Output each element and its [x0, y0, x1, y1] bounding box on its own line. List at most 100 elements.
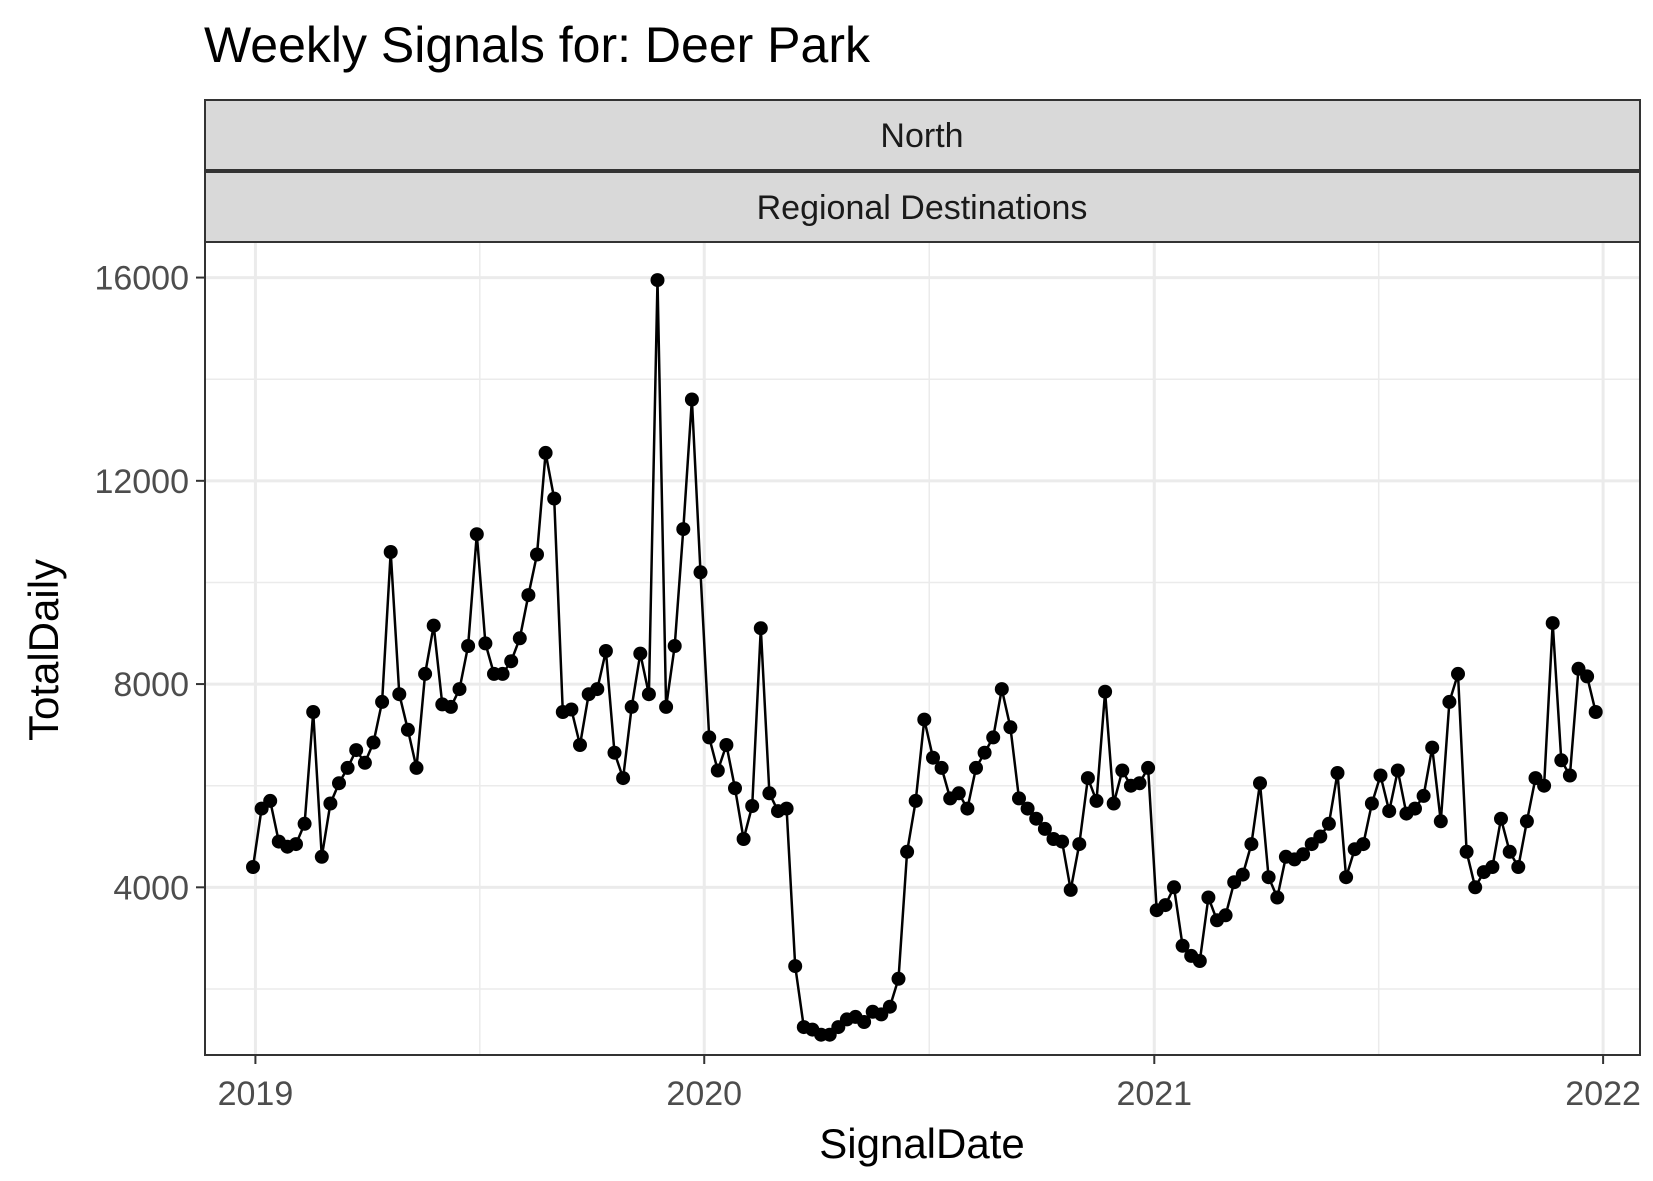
data-point — [1029, 811, 1044, 826]
data-point — [495, 666, 510, 681]
data-point — [762, 786, 777, 801]
data-point — [504, 654, 519, 669]
facet-strip-1-box — [204, 99, 1641, 171]
data-point — [917, 712, 932, 727]
data-point — [710, 763, 725, 778]
data-point — [1003, 720, 1018, 735]
data-point — [366, 735, 381, 750]
data-point — [745, 799, 760, 813]
data-point — [650, 273, 665, 288]
data-point — [891, 971, 906, 986]
data-point — [1580, 669, 1595, 684]
data-point — [1201, 890, 1216, 905]
data-point — [607, 745, 622, 760]
data-point — [1545, 616, 1560, 631]
data-point — [1485, 860, 1500, 874]
y-tick-label: 4000 — [113, 869, 189, 907]
data-point — [443, 699, 458, 714]
data-point — [1175, 938, 1190, 953]
chart-title: Weekly Signals for: Deer Park — [204, 17, 871, 73]
data-point — [779, 801, 794, 816]
data-point — [349, 743, 364, 758]
data-point — [306, 705, 321, 719]
data-point — [314, 849, 329, 864]
data-point — [590, 682, 605, 697]
y-tick-label: 16000 — [94, 260, 189, 298]
data-point — [409, 760, 424, 775]
x-tick-label: 2019 — [218, 1075, 294, 1113]
data-point — [1356, 837, 1371, 852]
data-point — [616, 771, 631, 786]
data-point — [1261, 870, 1276, 885]
data-point — [1235, 867, 1250, 882]
panel-border — [204, 241, 1641, 1056]
data-point — [1451, 666, 1465, 681]
data-point — [1244, 837, 1259, 852]
data-point — [521, 588, 536, 603]
data-point — [1106, 796, 1121, 811]
data-point — [667, 639, 682, 653]
data-point — [340, 760, 355, 775]
data-point — [1433, 814, 1448, 829]
data-point — [1373, 768, 1388, 783]
x-tick-label: 2020 — [666, 1075, 742, 1113]
data-point — [1364, 796, 1379, 811]
data-point — [478, 636, 493, 651]
data-point — [641, 687, 656, 702]
data-point — [598, 644, 613, 658]
data-point — [676, 522, 691, 537]
data-point — [461, 639, 476, 653]
series-layer — [246, 273, 1603, 1042]
data-point — [1321, 816, 1336, 831]
data-point — [1141, 760, 1156, 775]
data-point — [564, 702, 579, 717]
data-point — [1063, 882, 1078, 897]
data-point — [1098, 684, 1113, 699]
facet-strip-2-box — [204, 171, 1641, 243]
data-point — [1089, 793, 1104, 808]
data-point — [1562, 768, 1577, 783]
data-point — [289, 837, 303, 852]
data-point — [1468, 880, 1483, 895]
data-point — [994, 682, 1009, 697]
data-point — [538, 445, 553, 460]
data-point — [375, 694, 390, 709]
data-point — [1167, 880, 1181, 895]
data-point — [1192, 954, 1207, 968]
data-point — [1511, 860, 1526, 874]
data-point — [323, 796, 338, 811]
data-point — [753, 621, 768, 636]
data-point — [1158, 898, 1173, 913]
data-point — [693, 565, 708, 580]
data-point — [1588, 705, 1603, 719]
y-tick-label: 8000 — [113, 666, 189, 704]
data-point — [1459, 844, 1474, 859]
data-point — [573, 738, 587, 752]
data-point — [857, 1015, 872, 1029]
data-point — [736, 832, 751, 846]
data-point — [1072, 837, 1087, 852]
data-point — [357, 755, 372, 770]
data-point — [400, 722, 415, 737]
data-point — [246, 860, 260, 874]
data-point — [392, 687, 407, 702]
data-point — [986, 730, 1001, 745]
x-tick-label: 2022 — [1565, 1075, 1641, 1113]
data-point — [960, 801, 975, 816]
data-point — [1494, 811, 1508, 826]
data-point — [452, 682, 467, 697]
data-point — [1390, 763, 1405, 778]
facet-strip-2-label: Regional Destinations — [757, 189, 1088, 227]
data-point — [1218, 908, 1233, 923]
data-point — [418, 666, 433, 681]
data-point — [908, 793, 923, 808]
data-point — [633, 646, 648, 661]
data-point — [1037, 821, 1052, 836]
data-point — [659, 699, 674, 714]
data-point — [297, 816, 312, 831]
data-point — [547, 491, 562, 506]
data-point — [1055, 834, 1070, 849]
data-point — [1339, 870, 1354, 885]
y-tick-label: 12000 — [94, 463, 189, 501]
